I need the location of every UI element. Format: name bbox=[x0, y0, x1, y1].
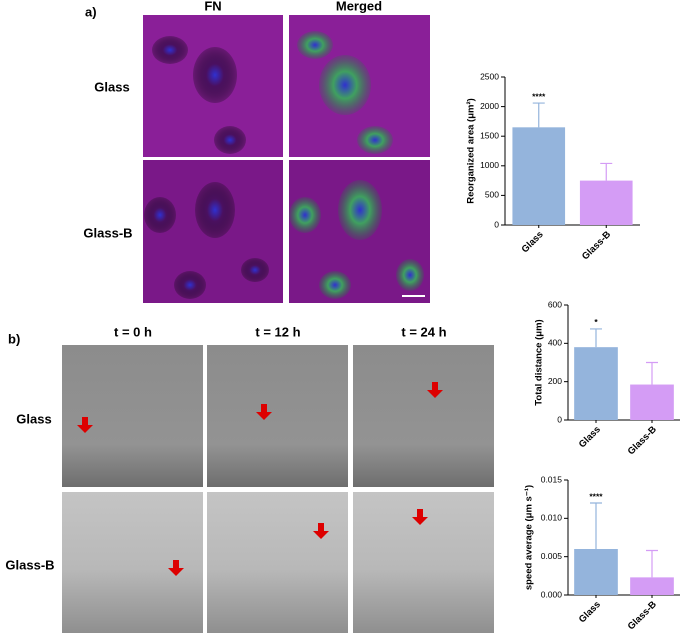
y-axis-label: Reorganized area (μm²) bbox=[466, 98, 477, 204]
significance-label: **** bbox=[589, 491, 603, 501]
x-tick-label: Glass-B bbox=[626, 599, 659, 632]
y-tick-label: 600 bbox=[548, 299, 562, 309]
bar bbox=[574, 549, 618, 595]
error-bar bbox=[590, 328, 602, 348]
micrographs-a bbox=[143, 15, 430, 303]
x-tick-label: Glass-B bbox=[580, 229, 613, 262]
row-label: Glass bbox=[94, 79, 129, 94]
column-header: t = 24 h bbox=[401, 324, 446, 339]
row-label: Glass-B bbox=[83, 225, 132, 240]
image bbox=[62, 345, 203, 487]
image bbox=[207, 345, 348, 487]
column-header: FN bbox=[204, 0, 221, 13]
y-tick-label: 500 bbox=[485, 190, 499, 200]
column-header: t = 0 h bbox=[114, 324, 152, 339]
image bbox=[62, 492, 203, 633]
y-tick-label: 200 bbox=[548, 376, 562, 386]
error-bar bbox=[532, 102, 545, 128]
bar bbox=[579, 180, 633, 225]
row-label: Glass bbox=[16, 411, 51, 426]
y-tick-label: 0 bbox=[557, 414, 562, 424]
row-label: Glass-B bbox=[5, 557, 54, 572]
bar bbox=[574, 347, 618, 420]
panel-label: a) bbox=[85, 4, 97, 19]
image bbox=[207, 492, 348, 633]
x-tick-label: Glass bbox=[577, 599, 603, 625]
y-axis-label: speed average (μm s⁻¹) bbox=[524, 485, 535, 590]
x-tick-label: Glass bbox=[520, 229, 546, 255]
y-axis-label: Total distance (μm) bbox=[534, 319, 545, 405]
bar bbox=[512, 127, 566, 225]
column-header: Merged bbox=[336, 0, 382, 13]
y-tick-label: 1500 bbox=[480, 130, 499, 140]
y-tick-label: 0.015 bbox=[541, 474, 563, 484]
micrographs-b bbox=[62, 345, 494, 633]
image bbox=[353, 345, 494, 487]
error-bar bbox=[646, 361, 658, 385]
y-tick-label: 1000 bbox=[480, 160, 499, 170]
error-bar bbox=[590, 502, 602, 549]
x-tick-label: Glass bbox=[577, 424, 603, 450]
y-tick-label: 0.005 bbox=[541, 551, 563, 561]
y-tick-label: 2500 bbox=[480, 71, 499, 81]
column-header: t = 12 h bbox=[255, 324, 300, 339]
cells bbox=[289, 31, 424, 299]
y-tick-label: 0.010 bbox=[541, 513, 563, 523]
bar bbox=[630, 384, 674, 420]
y-tick-label: 0.000 bbox=[541, 589, 563, 599]
y-tick-label: 0 bbox=[494, 219, 499, 229]
significance-label: * bbox=[594, 317, 598, 327]
error-bar bbox=[600, 162, 613, 181]
significance-label: **** bbox=[532, 91, 546, 101]
y-tick-label: 2000 bbox=[480, 101, 499, 111]
image bbox=[353, 492, 494, 633]
x-tick-label: Glass-B bbox=[626, 424, 659, 457]
cells bbox=[144, 36, 269, 299]
bar bbox=[630, 577, 674, 595]
error-bar bbox=[646, 549, 658, 578]
panel-label: b) bbox=[8, 331, 20, 346]
arrows bbox=[77, 382, 443, 576]
y-tick-label: 400 bbox=[548, 338, 562, 348]
